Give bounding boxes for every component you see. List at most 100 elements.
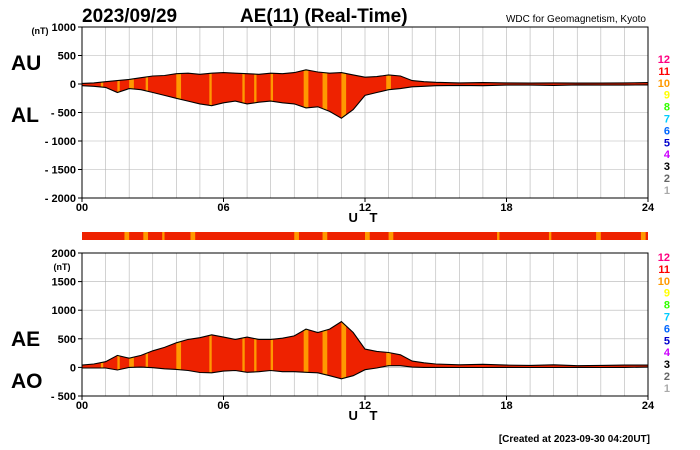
highlight-band xyxy=(270,69,274,119)
legend-level-label: 4 xyxy=(664,149,671,161)
strip-highlight-band xyxy=(497,232,500,240)
highlight-band xyxy=(341,321,347,379)
highlight-band xyxy=(209,69,212,119)
x-tick-label: 24 xyxy=(642,202,655,214)
x-tick-label: 18 xyxy=(500,400,512,412)
source-credit: WDC for Geomagnetism, Kyoto xyxy=(506,14,646,25)
highlight-band xyxy=(322,321,328,379)
ae-ao-area xyxy=(82,321,648,379)
activity-strip xyxy=(82,232,648,240)
strip-highlight-band xyxy=(596,232,601,240)
strip-highlight-band xyxy=(640,232,646,240)
highlight-band xyxy=(270,321,274,379)
y-tick-label: - 500 xyxy=(51,108,76,120)
ae-ao-unit-label: (nT) xyxy=(54,262,71,272)
highlight-band xyxy=(303,69,309,119)
legend-level-label: 5 xyxy=(664,335,670,347)
highlight-band xyxy=(242,69,245,119)
legend-level-label: 8 xyxy=(664,102,670,114)
y-tick-label: 500 xyxy=(58,334,76,346)
chart-title: AE(11) (Real-Time) xyxy=(240,6,408,27)
x-tick-label: 12 xyxy=(359,400,371,412)
y-tick-label: - 1500 xyxy=(45,165,76,177)
legend-level-label: 1 xyxy=(664,383,670,395)
legend-level-label: 9 xyxy=(664,288,670,300)
al-series-line xyxy=(81,84,649,119)
al-label: AL xyxy=(11,104,39,127)
legend-level-label: 4 xyxy=(664,347,671,359)
activity-strip-highlights xyxy=(124,232,646,240)
legend-level-label: 9 xyxy=(664,90,670,102)
strip-highlight-band xyxy=(365,232,370,240)
date-title: 2023/09/29 xyxy=(82,6,177,27)
created-timestamp: [Created at 2023-09-30 04:20UT] xyxy=(499,434,650,445)
y-tick-label: 0 xyxy=(70,362,76,374)
legend-level-label: 2 xyxy=(664,173,670,185)
au-al-area xyxy=(82,69,648,119)
legend-level-label: 3 xyxy=(664,161,670,173)
y-tick-label: - 500 xyxy=(51,391,76,403)
legend-level-label: 12 xyxy=(658,252,670,264)
au-label: AU xyxy=(11,52,41,75)
legend-level-label: 1 xyxy=(664,185,670,197)
legend-level-label: 11 xyxy=(658,66,670,78)
y-tick-label: 1000 xyxy=(52,305,76,317)
y-tick-label: - 2000 xyxy=(45,193,76,205)
ae-ao-panel: 2000 1500 1000 500 0 - 500 00 06 12 18 24 (nT) AE… xyxy=(11,248,655,423)
legend-level-label: 6 xyxy=(664,125,670,137)
au-al-y-ticks: 1000 500 0 - 500 - 1000 - 1500 - 2000 xyxy=(45,22,82,205)
legend-level-label: 7 xyxy=(664,114,670,126)
ae-ao-x-ticks: 00 06 12 18 24 xyxy=(76,396,655,412)
au-al-panel: 1000 500 0 - 500 - 1000 - 1500 - 2000 00 06 12 18… xyxy=(11,22,655,225)
highlight-band xyxy=(254,69,257,119)
ae-label: AE xyxy=(11,328,40,351)
au-al-unit-label: (nT) xyxy=(32,26,49,36)
x-tick-label: 24 xyxy=(642,400,655,412)
au-al-fill xyxy=(82,69,648,119)
x-tick-label: 18 xyxy=(500,202,512,214)
au-al-traces xyxy=(81,69,649,119)
au-al-x-ticks: 00 06 12 18 24 xyxy=(76,198,655,214)
y-tick-label: 500 xyxy=(58,51,76,63)
ae-ao-traces xyxy=(81,320,649,380)
highlight-band xyxy=(303,321,309,379)
x-tick-label: 12 xyxy=(359,202,371,214)
x-tick-label: 00 xyxy=(76,400,88,412)
legend-level-label: 6 xyxy=(664,323,670,335)
ao-label: AO xyxy=(11,370,43,393)
highlight-band xyxy=(176,321,182,379)
legend-level-label: 10 xyxy=(658,276,670,288)
highlight-band xyxy=(322,69,328,119)
x-tick-label: 06 xyxy=(217,400,229,412)
legend-level-label: 2 xyxy=(664,371,670,383)
y-tick-label: - 1000 xyxy=(45,136,76,148)
strip-highlight-band xyxy=(294,232,299,240)
strip-highlight-band xyxy=(143,232,149,240)
ae-ao-fill xyxy=(82,321,648,379)
strip-highlight-band xyxy=(548,232,552,240)
ae-series-line xyxy=(81,320,648,367)
strip-highlight-band xyxy=(190,232,196,240)
highlight-band xyxy=(209,321,212,379)
highlight-band xyxy=(254,321,257,379)
legend-level-label: 3 xyxy=(664,359,670,371)
au-series-line xyxy=(81,69,649,84)
legend-level-label: 5 xyxy=(664,137,670,149)
ae-ao-y-ticks: 2000 1500 1000 500 0 - 500 xyxy=(51,248,82,403)
strip-highlight-band xyxy=(124,232,130,240)
highlight-band xyxy=(242,321,245,379)
highlight-band xyxy=(176,69,182,119)
legend-level-label: 11 xyxy=(658,264,670,276)
strip-highlight-band xyxy=(322,232,328,240)
x-tick-label: 00 xyxy=(76,202,88,214)
highlight-band xyxy=(341,69,347,119)
y-tick-label: 2000 xyxy=(52,248,76,260)
ao-series-line xyxy=(82,365,649,380)
y-tick-label: 1000 xyxy=(52,22,76,34)
legend-level-label: 12 xyxy=(658,54,670,66)
ae-ao-x-axis-label: U T xyxy=(349,408,382,423)
legend-level-label: 8 xyxy=(664,300,670,312)
